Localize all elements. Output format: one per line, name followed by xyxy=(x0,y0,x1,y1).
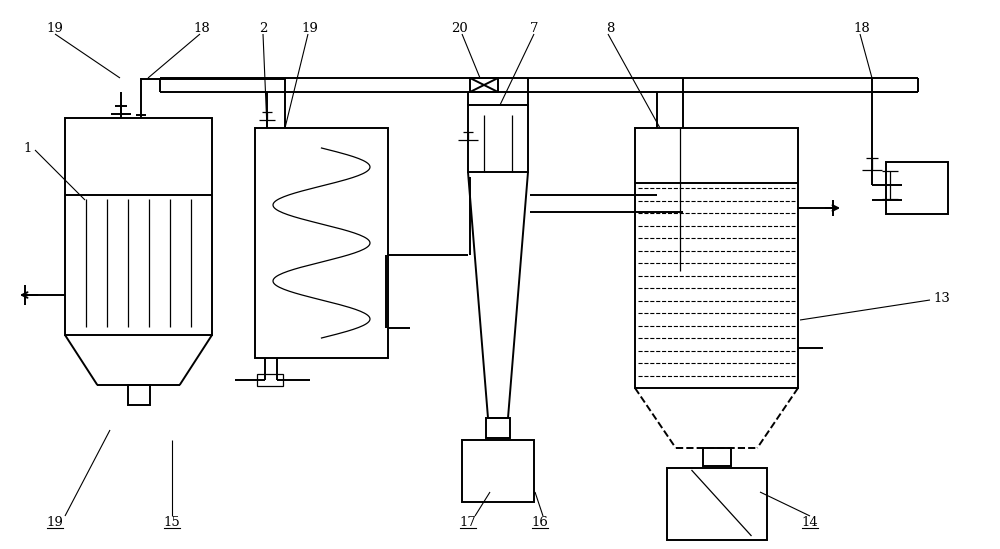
Text: 16: 16 xyxy=(532,516,548,529)
Text: 2: 2 xyxy=(259,21,267,35)
Text: 1: 1 xyxy=(24,142,32,154)
Text: 18: 18 xyxy=(854,21,870,35)
Bar xyxy=(65,118,212,335)
Bar xyxy=(468,105,528,172)
Bar xyxy=(255,128,388,358)
Text: 8: 8 xyxy=(606,21,614,35)
Text: 17: 17 xyxy=(460,516,476,529)
Text: 7: 7 xyxy=(530,21,538,35)
Bar xyxy=(666,468,767,540)
Bar xyxy=(486,418,510,438)
Text: 15: 15 xyxy=(164,516,180,529)
Text: 19: 19 xyxy=(47,21,63,35)
Text: 20: 20 xyxy=(452,21,468,35)
Text: 19: 19 xyxy=(47,516,63,529)
Text: 18: 18 xyxy=(194,21,210,35)
Bar xyxy=(702,448,730,466)
Text: 13: 13 xyxy=(934,292,950,305)
Bar xyxy=(257,374,283,386)
Bar xyxy=(470,78,498,92)
Bar xyxy=(635,128,798,388)
Text: 14: 14 xyxy=(802,516,818,529)
Text: 19: 19 xyxy=(302,21,318,35)
Bar xyxy=(462,440,534,502)
Bar xyxy=(886,162,948,214)
Bar xyxy=(128,385,150,405)
